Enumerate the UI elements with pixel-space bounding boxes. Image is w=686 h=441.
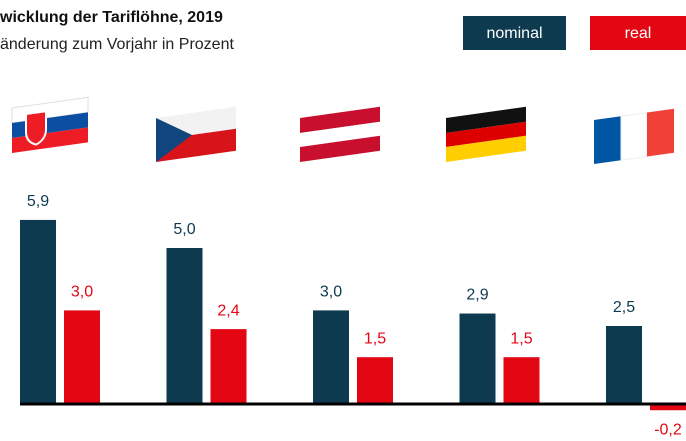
data-label: 5,9	[27, 193, 49, 210]
data-label: 5,0	[173, 221, 195, 238]
data-label: 2,4	[217, 302, 239, 319]
bar	[503, 357, 540, 404]
data-label: 3,0	[71, 284, 93, 301]
bar	[313, 310, 349, 404]
bar	[606, 326, 642, 404]
chart-title: wicklung der Tariflöhne, 2019	[0, 9, 223, 26]
data-label: -0,2	[654, 421, 682, 438]
bar	[64, 310, 100, 404]
bar	[210, 329, 247, 404]
bar	[20, 219, 56, 404]
bar	[459, 313, 496, 404]
flag-czechia	[156, 106, 236, 162]
bar	[166, 248, 203, 404]
chart-subtitle: änderung zum Vorjahr in Prozent	[0, 36, 234, 53]
flag-france	[594, 108, 674, 164]
data-label: 2,5	[613, 299, 635, 316]
legend-box	[463, 16, 566, 50]
data-label: 1,5	[510, 330, 532, 347]
data-label: 2,9	[466, 287, 488, 304]
flag-austria	[300, 106, 380, 162]
flag-germany	[446, 106, 526, 162]
data-label: 3,0	[320, 284, 342, 301]
bar	[650, 404, 686, 411]
bar	[357, 357, 393, 404]
legend-label: nominal	[486, 25, 542, 42]
legend-label: real	[625, 25, 652, 42]
data-label: 1,5	[364, 330, 386, 347]
flag-slovakia	[11, 96, 89, 153]
legend-box	[590, 16, 686, 50]
